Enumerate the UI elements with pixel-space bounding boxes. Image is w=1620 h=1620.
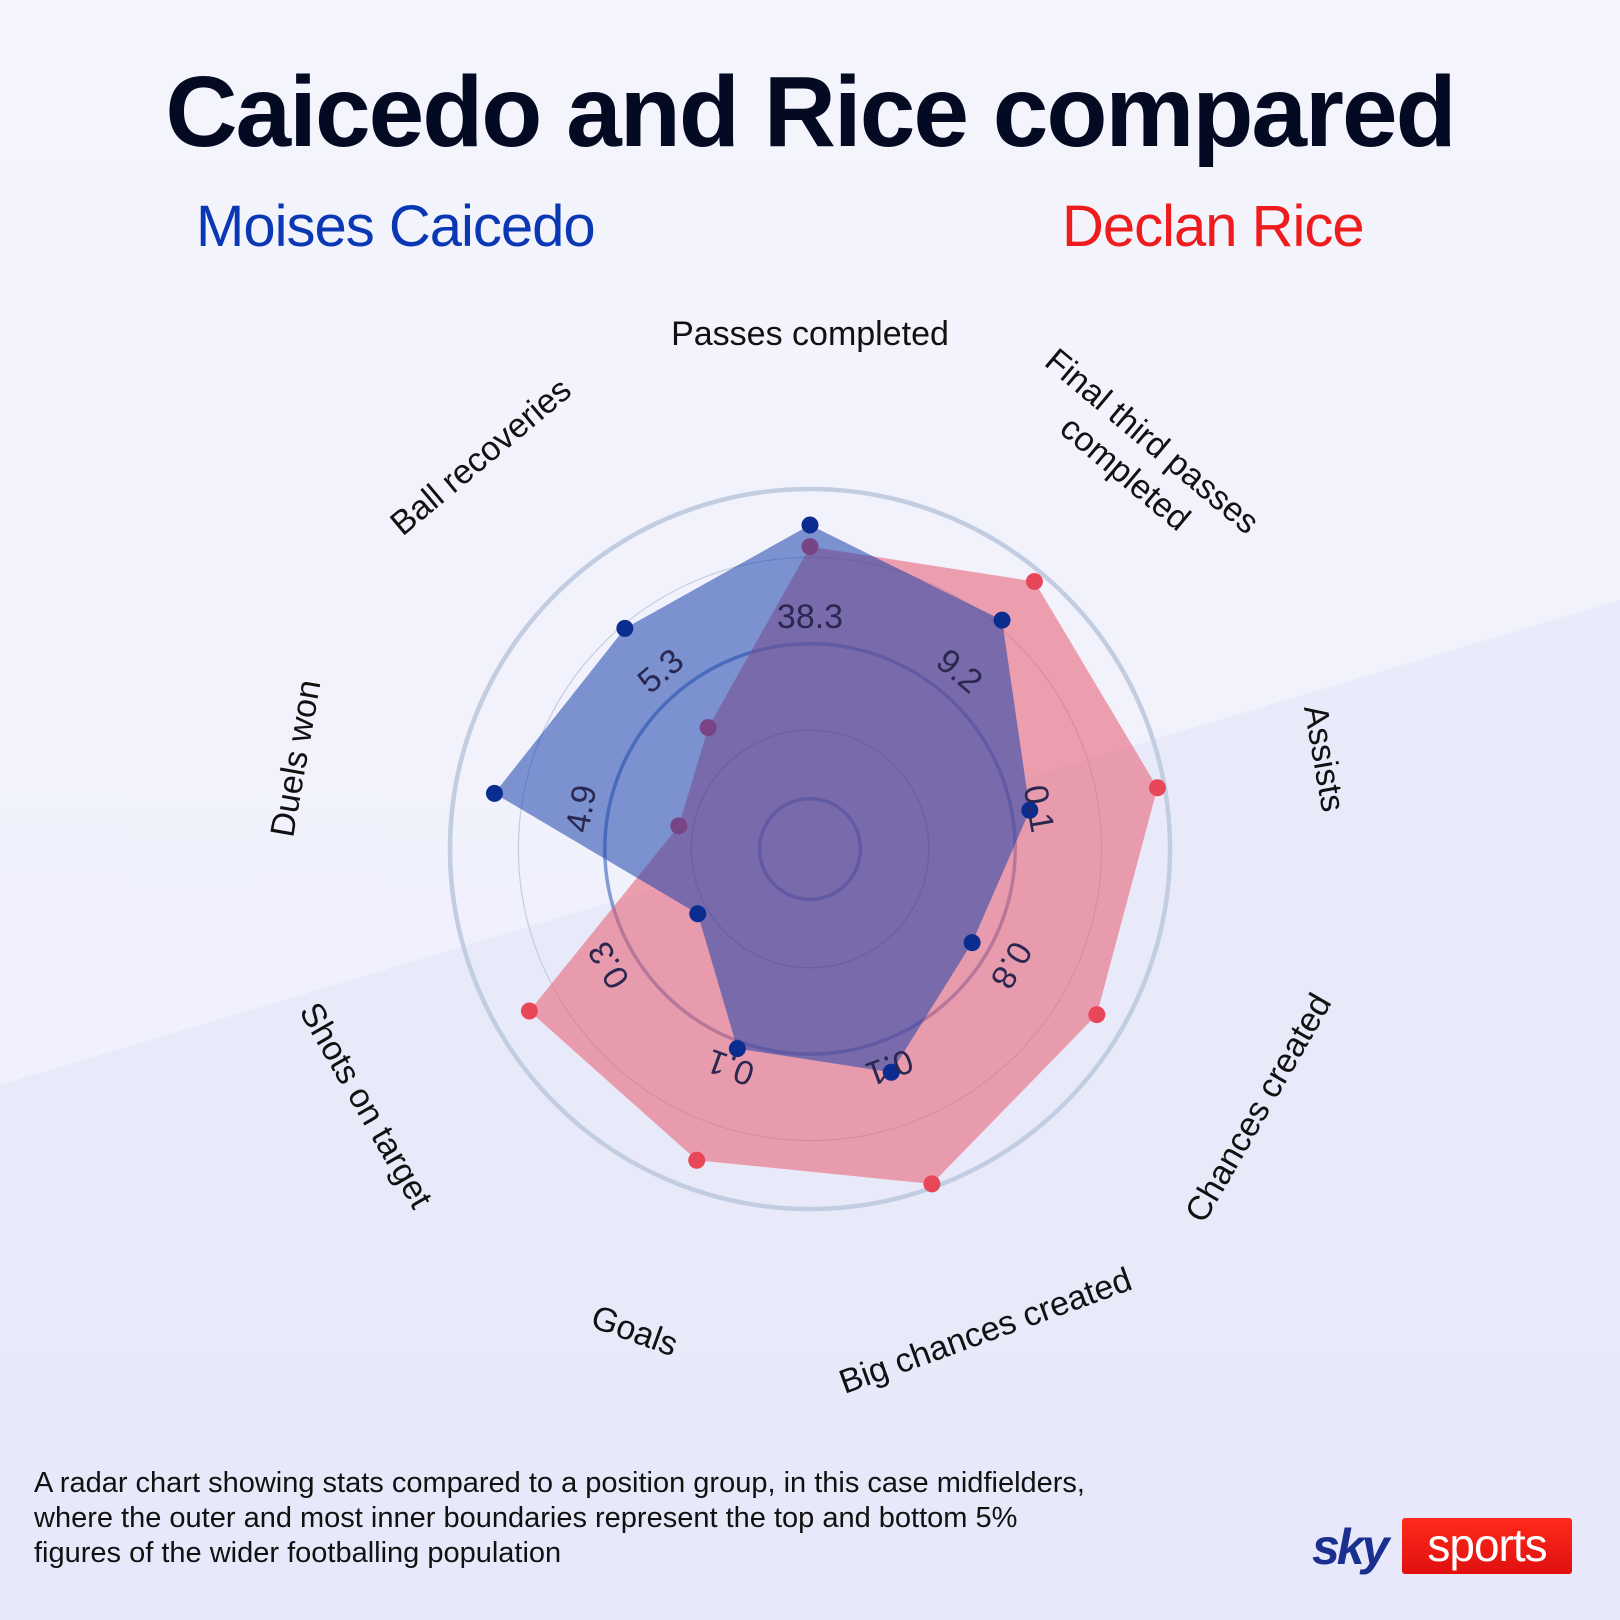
data-point <box>923 1175 941 1193</box>
data-point <box>1021 801 1039 819</box>
chart-title: Caicedo and Rice compared <box>165 56 1456 168</box>
svg-text:Chances created: Chances created <box>1178 987 1339 1229</box>
data-point <box>993 611 1011 629</box>
data-point <box>963 934 981 952</box>
data-point <box>728 1040 746 1058</box>
data-point <box>1025 572 1043 590</box>
svg-text:Big chances created: Big chances created <box>834 1261 1136 1402</box>
sky-logo-text: sky <box>1312 1519 1389 1575</box>
legend-rice: Declan Rice <box>1062 194 1365 259</box>
tick-label: 38.3 <box>777 598 843 636</box>
data-point <box>616 619 634 637</box>
tick-label: 0.1 <box>1016 782 1062 835</box>
svg-text:Shots on target: Shots on target <box>292 996 440 1215</box>
axis-label: Big chances created <box>834 1261 1136 1402</box>
svg-text:Duels won: Duels won <box>263 677 328 840</box>
data-point <box>882 1063 900 1081</box>
data-point <box>520 1002 538 1020</box>
axis-label: Shots on target <box>292 996 440 1215</box>
data-point <box>1148 779 1166 797</box>
tick-label: 4.9 <box>559 782 605 835</box>
radar-series <box>485 516 1166 1193</box>
axis-label: Duels won <box>263 677 328 840</box>
data-point <box>1088 1006 1106 1024</box>
series-area-moises-caicedo <box>494 525 1030 1073</box>
legend-caicedo: Moises Caicedo <box>196 194 596 259</box>
svg-text:Passes completed: Passes completed <box>671 315 949 353</box>
axis-label: Assists <box>1296 702 1352 815</box>
svg-text:Ball recoveries: Ball recoveries <box>383 371 578 543</box>
axis-label: Chances created <box>1178 987 1339 1229</box>
data-point <box>688 1151 706 1169</box>
sports-logo-badge: sports <box>1402 1518 1572 1574</box>
svg-text:Assists: Assists <box>1296 702 1352 815</box>
svg-text:Goals: Goals <box>586 1298 682 1364</box>
axis-label: Passes completed <box>671 315 949 353</box>
axis-label: Goals <box>586 1298 682 1364</box>
axis-label: Ball recoveries <box>383 371 578 543</box>
data-point <box>801 516 819 534</box>
data-point <box>485 784 503 802</box>
grid-ring <box>447 486 1173 1212</box>
data-point <box>689 905 707 923</box>
chart-caption: A radar chart showing stats compared to … <box>34 1467 1085 1569</box>
